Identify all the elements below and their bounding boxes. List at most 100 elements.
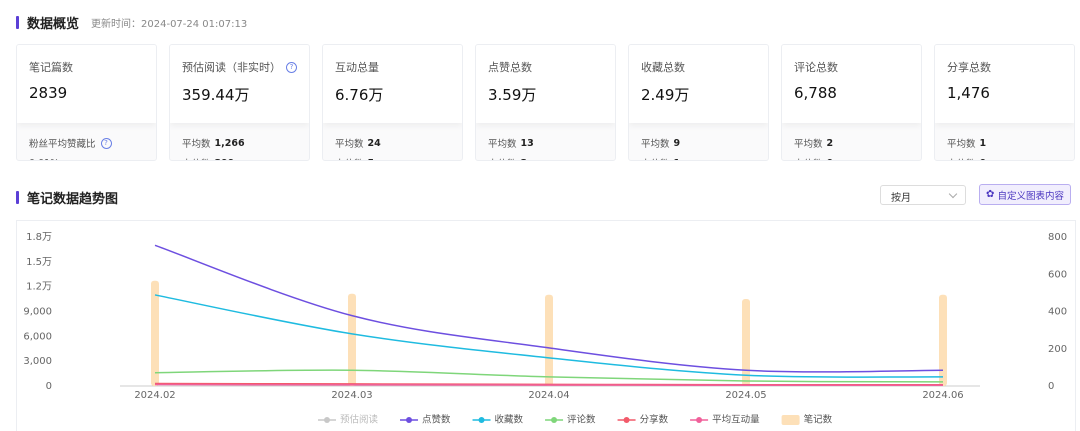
card-value: 6.76万 (335, 86, 384, 104)
y-tick-label: 6,000 (23, 331, 52, 342)
card-top: 预估阅读（非实时）? 359.44万 (170, 45, 309, 123)
stat-value: 24 (367, 137, 381, 149)
bar (151, 280, 159, 386)
bar (939, 294, 947, 386)
stat-label: 0.01% (29, 158, 59, 161)
stat-value: 1 (674, 158, 681, 161)
legend-swatch (324, 417, 330, 423)
label: 互动总量 (335, 61, 379, 74)
stat-label: 中位数 (641, 156, 670, 160)
legend-swatch (696, 417, 703, 423)
line (154, 294, 944, 378)
label: 点赞总数 (488, 61, 532, 74)
label: 收藏总数 (641, 61, 685, 74)
x-tick-label: 2024.04 (528, 390, 569, 401)
card-label: 收藏总数 (641, 59, 756, 75)
customize-button[interactable]: 自定义图表内容 (979, 184, 1071, 205)
update-time: 更新时间：2024-07-24 01:07:13 (91, 19, 248, 30)
line (154, 383, 944, 387)
legend-label: 预估阅读 (340, 414, 379, 426)
stat-label: 平均数 (641, 139, 670, 150)
x-tick-label: 2024.05 (725, 390, 766, 401)
legend-swatch (781, 415, 800, 425)
stat-label: 平均数 (947, 139, 976, 150)
stat-value: 13 (520, 137, 534, 149)
stat: 中位数 0 (794, 153, 909, 161)
stat: 中位数 399 (182, 153, 297, 161)
bar (348, 293, 356, 386)
legend-label: 笔记数 (804, 414, 833, 426)
section-title: 笔记数据趋势图 (16, 188, 118, 207)
y2-tick-label: 0 (1048, 381, 1054, 392)
bar (545, 294, 553, 386)
y2-tick-label: 600 (1048, 269, 1067, 280)
stat: 中位数 1 (641, 153, 756, 161)
legend-label: 收藏数 (495, 414, 524, 426)
stat: 粉丝平均赞藏比? (29, 133, 144, 153)
card-value: 359.44万 (182, 86, 250, 104)
card-value: 3.59万 (488, 86, 537, 104)
card-label: 点赞总数 (488, 59, 603, 75)
stat: 0.01% (29, 153, 144, 161)
y-tick-label: 0 (46, 381, 52, 392)
help-icon: ? (286, 61, 297, 73)
card-top: 分享总数 1,476 (935, 45, 1074, 123)
label: 预估阅读（非实时） (182, 61, 281, 74)
title: 数据概览 (27, 17, 80, 32)
stat-label: 平均数 (488, 139, 517, 150)
x-tick-label: 2024.06 (922, 390, 963, 401)
card-value: 1,476 (947, 84, 990, 102)
card-label: 分享总数 (947, 59, 1062, 75)
legend-label: 点赞数 (422, 414, 451, 426)
section-title: 数据概览 更新时间：2024-07-24 01:07:13 (16, 13, 247, 32)
line (154, 244, 944, 373)
stat-value: 0 (980, 158, 987, 161)
label: 评论总数 (794, 61, 838, 74)
legend-swatch (478, 417, 485, 423)
stat-label: 中位数 (794, 156, 823, 160)
stat-value: 1 (979, 137, 987, 149)
x-tick-label: 2024.03 (331, 390, 372, 401)
y-tick-label: 1.8万 (26, 232, 52, 243)
stat: 平均数 1,266 (182, 133, 297, 153)
y2-tick-label: 400 (1048, 307, 1067, 318)
card-top: 点赞总数 3.59万 (476, 45, 615, 123)
card-top: 笔记篇数 2839 (17, 45, 156, 123)
card: 笔记篇数 2839 粉丝平均赞藏比? 0.01% (16, 44, 157, 161)
card-value: 2.49万 (641, 86, 690, 104)
y-tick-label: 1.5万 (26, 257, 52, 268)
stat-label: 平均数 (335, 139, 364, 150)
stat: 中位数 0 (947, 153, 1062, 161)
stat-label: 中位数 (182, 156, 211, 160)
card-label: 笔记篇数 (29, 59, 144, 75)
stat-value: 399 (215, 158, 235, 161)
y-tick-label: 1.2万 (26, 282, 52, 293)
legend-label: 评论数 (567, 414, 596, 426)
stat-label: 平均数 (182, 139, 211, 150)
stat: 中位数 5 (335, 153, 450, 161)
bar (742, 299, 750, 386)
card-top: 收藏总数 2.49万 (629, 45, 768, 123)
stat-label: 中位数 (947, 156, 976, 160)
y-tick-label: 3,000 (23, 356, 52, 367)
card-label: 评论总数 (794, 59, 909, 75)
stat-value: 2 (826, 137, 834, 149)
stat: 平均数 2 (794, 133, 909, 153)
period-select[interactable]: 按月 (880, 185, 966, 205)
card-label: 预估阅读（非实时）? (182, 59, 297, 75)
card-top: 互动总量 6.76万 (323, 45, 462, 123)
card-top: 评论总数 6,788 (782, 45, 921, 123)
help-icon: ? (100, 137, 112, 149)
stat-value: 9 (673, 137, 681, 149)
